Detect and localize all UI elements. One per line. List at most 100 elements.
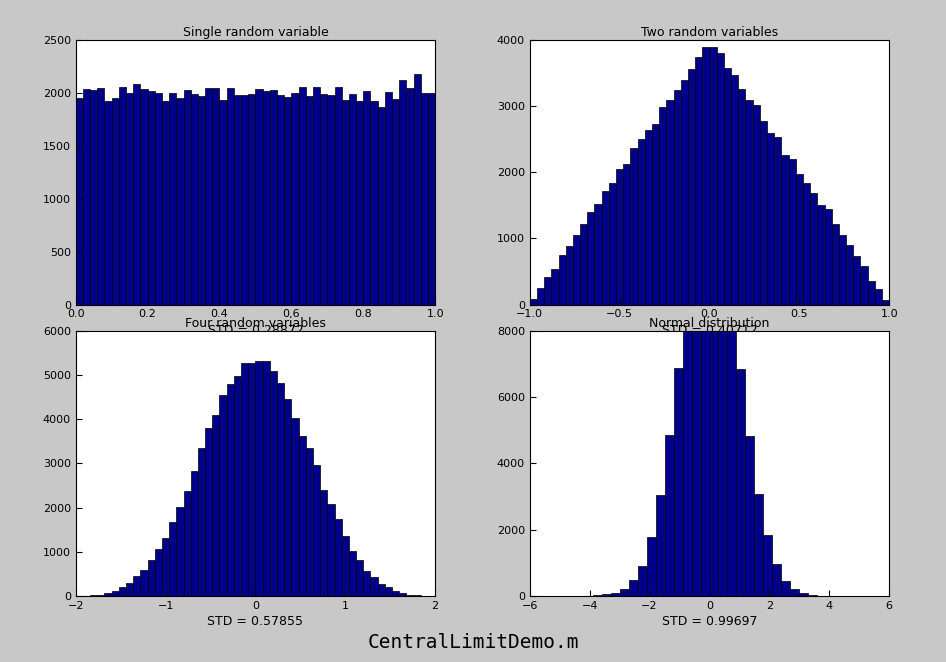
Bar <box>745 100 753 305</box>
Bar <box>413 74 421 305</box>
Bar <box>219 395 227 596</box>
Bar <box>594 204 602 305</box>
Bar <box>205 88 212 305</box>
Bar <box>810 193 817 305</box>
Bar <box>371 101 377 305</box>
Bar <box>90 90 97 305</box>
Bar <box>832 224 839 305</box>
Bar <box>808 595 817 596</box>
Bar <box>284 97 291 305</box>
Bar <box>191 471 198 596</box>
Bar <box>745 436 755 596</box>
Bar <box>781 154 789 305</box>
Bar <box>738 89 745 305</box>
Bar <box>234 95 241 305</box>
Bar <box>263 91 270 305</box>
Bar <box>659 107 666 305</box>
Bar <box>753 105 760 305</box>
Bar <box>861 266 867 305</box>
Bar <box>616 169 623 305</box>
Bar <box>544 277 552 305</box>
Bar <box>97 594 104 596</box>
Bar <box>763 536 772 596</box>
Bar <box>781 581 791 596</box>
Bar <box>205 428 212 596</box>
Bar <box>104 593 112 596</box>
Bar <box>349 551 356 596</box>
Bar <box>169 522 176 596</box>
Bar <box>558 254 566 305</box>
Bar <box>277 95 284 305</box>
Bar <box>666 100 674 305</box>
Bar <box>537 288 544 305</box>
X-axis label: STD = 0.57855: STD = 0.57855 <box>207 615 304 628</box>
Bar <box>184 491 191 596</box>
Bar <box>320 490 327 596</box>
Bar <box>736 369 745 596</box>
Bar <box>198 96 205 305</box>
Bar <box>623 164 630 305</box>
Bar <box>76 98 83 305</box>
Bar <box>112 98 119 305</box>
Bar <box>727 296 736 596</box>
Bar <box>385 92 392 305</box>
Bar <box>148 91 155 305</box>
Bar <box>620 589 628 596</box>
Bar <box>867 281 875 305</box>
Bar <box>399 592 407 596</box>
Bar <box>630 148 638 305</box>
X-axis label: STD = 0.40712: STD = 0.40712 <box>661 324 758 336</box>
Bar <box>790 589 799 596</box>
Bar <box>306 96 313 305</box>
Bar <box>695 57 702 305</box>
Bar <box>349 93 356 305</box>
Bar <box>760 121 767 305</box>
Bar <box>825 209 832 305</box>
Bar <box>602 191 609 305</box>
Bar <box>602 594 611 596</box>
Bar <box>573 235 580 305</box>
Bar <box>227 384 234 596</box>
Bar <box>270 371 277 596</box>
Bar <box>248 94 255 305</box>
Bar <box>104 101 112 305</box>
Bar <box>234 376 241 596</box>
Bar <box>692 239 700 596</box>
Bar <box>270 90 277 305</box>
Bar <box>755 495 763 596</box>
Text: CentralLimitDemo.m: CentralLimitDemo.m <box>367 633 579 651</box>
Bar <box>421 93 428 305</box>
Bar <box>428 93 435 305</box>
Bar <box>119 87 126 305</box>
Bar <box>241 363 248 596</box>
Bar <box>767 132 774 305</box>
Bar <box>284 399 291 596</box>
X-axis label: STD = 0.99697: STD = 0.99697 <box>662 615 757 628</box>
Bar <box>342 99 349 305</box>
Bar <box>327 504 335 596</box>
X-axis label: STD = 0.28872: STD = 0.28872 <box>207 324 304 336</box>
Title: Two random variables: Two random variables <box>641 26 778 38</box>
Bar <box>169 93 176 305</box>
Bar <box>327 95 335 305</box>
Bar <box>191 94 198 305</box>
Bar <box>413 595 421 596</box>
Bar <box>875 289 882 305</box>
Bar <box>219 100 227 305</box>
Bar <box>688 70 695 305</box>
Bar <box>377 107 385 305</box>
Bar <box>719 238 727 596</box>
Bar <box>638 139 645 305</box>
Bar <box>407 89 413 305</box>
Bar <box>799 593 808 596</box>
Bar <box>342 536 349 596</box>
Bar <box>681 80 688 305</box>
Bar <box>385 587 392 596</box>
Bar <box>176 507 184 596</box>
Bar <box>241 95 248 305</box>
Bar <box>299 87 306 305</box>
Bar <box>140 89 148 305</box>
Bar <box>176 98 184 305</box>
Bar <box>674 368 683 596</box>
Bar <box>140 571 148 596</box>
